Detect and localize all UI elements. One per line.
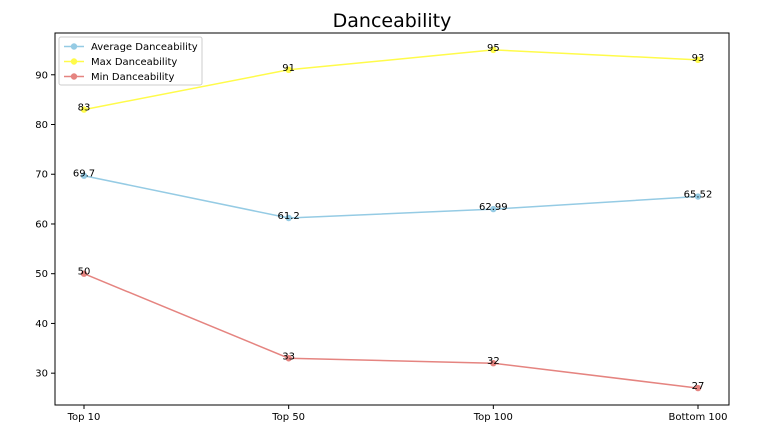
- x-tick-label: Bottom 100: [669, 412, 728, 423]
- data-point: [694, 193, 702, 200]
- data-point: [490, 205, 497, 213]
- data-point: [490, 360, 497, 367]
- data-label: 69.7: [73, 169, 95, 180]
- data-point: [694, 56, 702, 64]
- y-tick-label: 90: [35, 70, 48, 81]
- legend-marker: [70, 43, 78, 50]
- chart-title: Danceability: [333, 10, 452, 32]
- x-tick-label: Top 100: [473, 412, 513, 423]
- data-point: [80, 270, 88, 277]
- plot-frame: [54, 32, 730, 406]
- data-point: [80, 106, 88, 113]
- x-tick-label: Top 50: [271, 412, 305, 423]
- data-point: [285, 214, 292, 222]
- plot-area: 30 40 50 60 70 80 90 Top 10 Top 50 Top 100 Bottom …: [35, 43, 727, 423]
- y-tick-label: 40: [35, 319, 48, 330]
- y-tick-label: 80: [35, 120, 48, 131]
- data-label: 27: [692, 381, 705, 392]
- series-line: [83, 49, 699, 111]
- data-point: [80, 172, 88, 179]
- data-label: 33: [282, 351, 295, 362]
- legend: Average Danceability Max Danceability Min …: [58, 36, 203, 86]
- legend-box: [58, 36, 203, 86]
- y-tick-label: 70: [35, 170, 48, 181]
- legend-label: Max Danceability: [91, 57, 177, 68]
- series-line: [83, 174, 699, 219]
- series-line: [83, 273, 699, 389]
- data-point: [285, 355, 292, 362]
- data-label: 61.2: [278, 211, 300, 222]
- data-label: 50: [78, 267, 91, 278]
- data-label: 93: [692, 53, 705, 64]
- data-label: 91: [282, 63, 295, 74]
- y-tick-label: 30: [35, 369, 48, 380]
- data-point: [694, 384, 702, 392]
- y-tick-label: 60: [35, 219, 48, 230]
- data-label: 62.99: [479, 202, 508, 213]
- data-label: 32: [487, 356, 500, 367]
- data-label: 83: [78, 103, 91, 114]
- data-point: [490, 46, 497, 54]
- data-label: 65.52: [684, 190, 713, 201]
- data-point: [285, 66, 292, 74]
- legend-label: Average Danceability: [91, 42, 198, 53]
- legend-marker: [70, 73, 78, 80]
- data-label: 95: [487, 43, 500, 54]
- y-tick-label: 50: [35, 269, 48, 280]
- x-tick-label: Top 10: [67, 412, 101, 423]
- legend-marker: [70, 58, 78, 65]
- legend-label: Min Danceability: [91, 72, 174, 83]
